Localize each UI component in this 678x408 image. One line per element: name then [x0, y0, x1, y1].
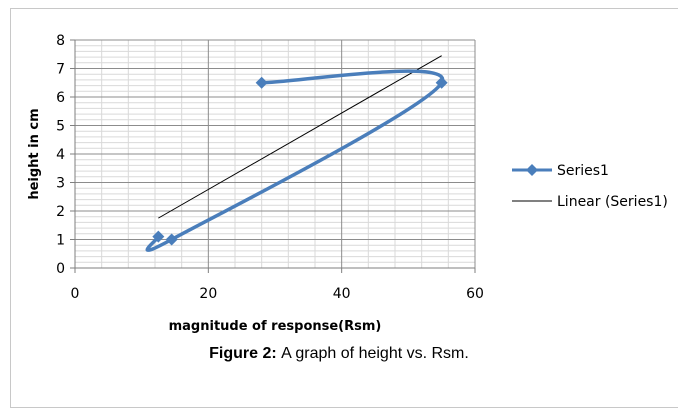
y-tick-label: 1: [56, 233, 65, 249]
tick-labels: 0 1 2 3 4 5 6 7 8 0 20 40 60: [56, 33, 484, 302]
legend-series1-marker: [526, 164, 538, 176]
series1-line: [145, 69, 445, 252]
y-tick-label: 5: [56, 119, 65, 135]
x-tick-label: 0: [71, 286, 80, 302]
series1-marker: [165, 233, 178, 246]
y-tick-label: 2: [56, 204, 65, 220]
figure-caption: Figure 2: A graph of height vs. Rsm.: [0, 345, 678, 363]
series1-marker: [255, 76, 268, 89]
trendline: [158, 55, 442, 219]
y-tick-label: 4: [56, 147, 65, 163]
y-tick-label: 8: [56, 33, 65, 49]
chart: 0 1 2 3 4 5 6 7 8 0 20 40 60 magnitude of response(R…: [27, 33, 668, 334]
x-axis-title: magnitude of response(Rsm): [169, 319, 382, 334]
series1-marker: [152, 230, 165, 243]
legend-item-trendline: Linear (Series1): [512, 194, 668, 210]
caption-text: A graph of height vs. Rsm.: [281, 345, 469, 362]
y-axis-title: height in cm: [27, 108, 42, 199]
legend-trendline-label: Linear (Series1): [557, 194, 668, 210]
grid: [75, 39, 476, 268]
x-tick-label: 40: [333, 286, 351, 302]
series1-marker: [435, 76, 448, 89]
y-tick-label: 0: [56, 261, 65, 277]
x-tick-label: 20: [199, 286, 217, 302]
y-tick-label: 7: [56, 62, 65, 78]
legend-series1-label: Series1: [557, 163, 609, 179]
x-tick-label: 60: [466, 286, 484, 302]
legend: Series1 Linear (Series1): [512, 163, 668, 210]
trendline-layer: [158, 55, 442, 219]
legend-item-series1: Series1: [512, 163, 609, 179]
y-tick-label: 3: [56, 176, 65, 192]
caption-label: Figure 2:: [209, 345, 282, 362]
y-tick-label: 6: [56, 90, 65, 106]
axes: [70, 39, 476, 273]
series-layer: [145, 69, 448, 252]
